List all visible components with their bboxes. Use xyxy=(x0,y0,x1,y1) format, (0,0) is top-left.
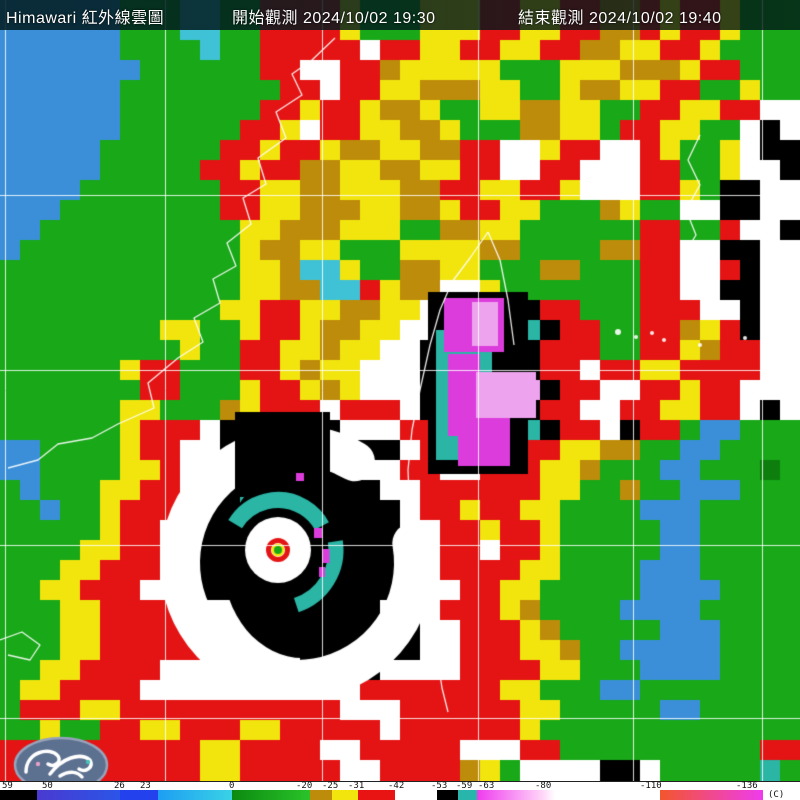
colorbar-segment xyxy=(437,790,458,800)
scale-label: 50 xyxy=(42,781,53,791)
observation-end-time: 結束觀測 2024/10/02 19:40 xyxy=(518,10,722,27)
colorbar-segment xyxy=(232,790,310,800)
colorbar-segment xyxy=(477,790,555,800)
colorbar-segment xyxy=(158,790,232,800)
scale-label: -80 xyxy=(535,781,552,791)
colorbar-segment xyxy=(555,790,660,800)
product-title: Himawari 紅外線雲圖 xyxy=(6,10,165,27)
colorbar-segment xyxy=(395,790,437,800)
temperature-colorbar: (C) xyxy=(0,790,800,800)
colorbar-segment xyxy=(120,790,158,800)
unit-label: (C) xyxy=(768,790,785,800)
colorbar-segment xyxy=(660,790,763,800)
satellite-cloud-map-canvas xyxy=(0,0,800,781)
colorbar-segment xyxy=(310,790,332,800)
temperature-scale-labels: 59 50 26 23 0 -20 -25 -31 -42 -53 -59 -63 -80 -110 -13… xyxy=(0,781,800,791)
scale-label: 23 xyxy=(140,781,151,791)
scale-label: -63 xyxy=(478,781,495,791)
scale-label: 26 xyxy=(114,781,125,791)
colorbar-segment xyxy=(763,790,800,800)
colorbar-segment xyxy=(332,790,358,800)
header-bar: Himawari 紅外線雲圖 開始觀測 2024/10/02 19:30 結束觀… xyxy=(0,0,800,30)
scale-label: -53 xyxy=(431,781,448,791)
scale-label: -31 xyxy=(348,781,365,791)
scale-label: 59 xyxy=(2,781,13,791)
scale-label: -25 xyxy=(322,781,339,791)
scale-label: -136 xyxy=(736,781,758,791)
colorbar-segment xyxy=(458,790,477,800)
colorbar-segment xyxy=(0,790,37,800)
colorbar-segment xyxy=(358,790,395,800)
scale-label: -20 xyxy=(296,781,313,791)
scale-label: -59 xyxy=(456,781,473,791)
scale-label: -110 xyxy=(640,781,662,791)
observation-start-time: 開始觀測 2024/10/02 19:30 xyxy=(232,10,436,27)
colorbar-segment xyxy=(37,790,120,800)
scale-label: 0 xyxy=(229,781,235,791)
scale-label: -42 xyxy=(388,781,405,791)
